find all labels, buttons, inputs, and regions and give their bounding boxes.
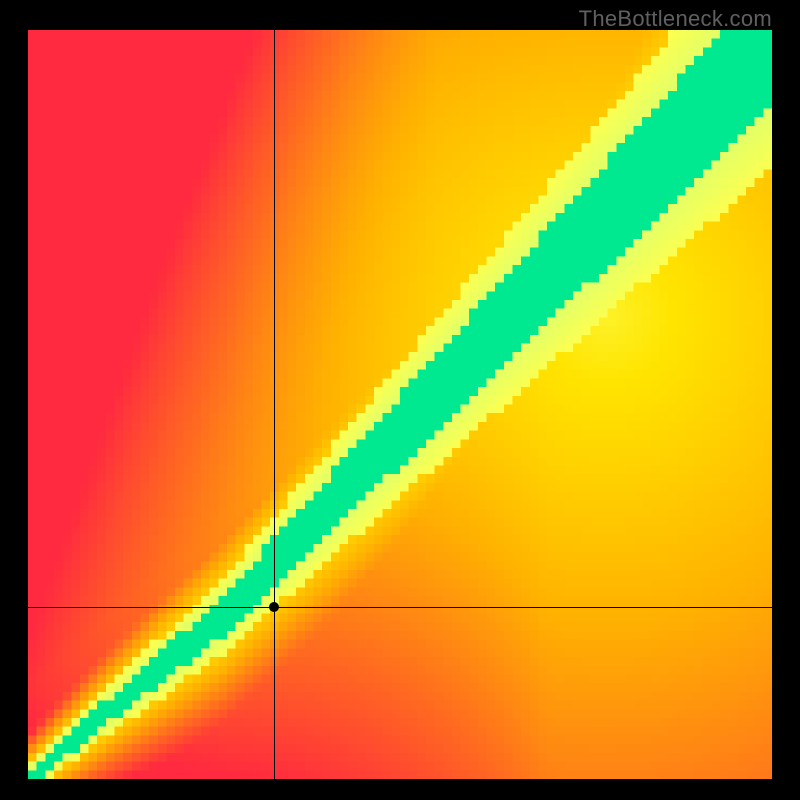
plot-area [28,30,772,779]
bottleneck-heatmap [28,30,772,779]
crosshair-marker-point [269,602,279,612]
chart-container: TheBottleneck.com [0,0,800,800]
crosshair-horizontal [28,607,772,608]
watermark-text: TheBottleneck.com [579,6,772,32]
crosshair-vertical [274,30,275,779]
